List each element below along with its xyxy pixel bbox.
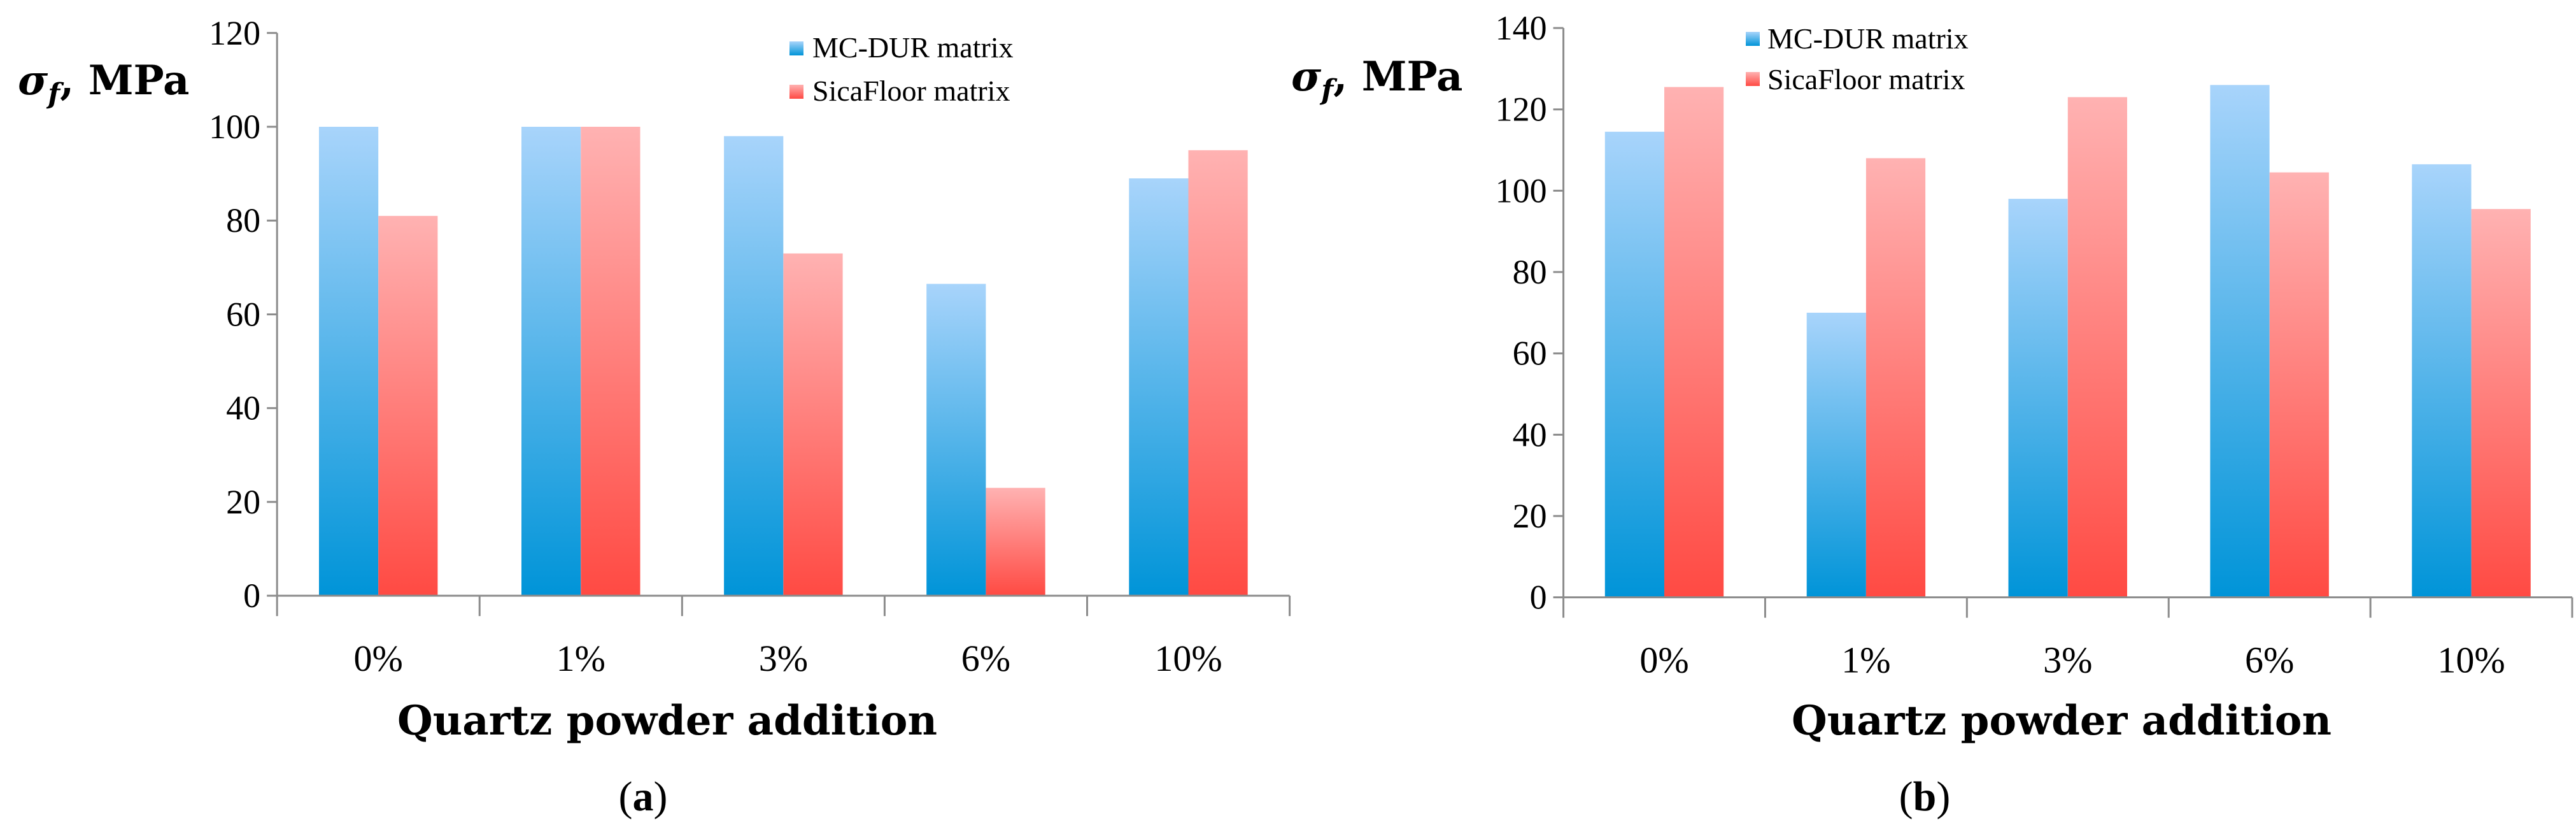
panel-a-bar-sicafloor-0pct [378,215,438,596]
panel-b-bar-sicafloor-0pct [1664,87,1724,598]
panel-a-xticks: 0% 1% 3% 6% 10% [354,638,1222,679]
panel-a-ytick-label-60: 60 [226,295,260,333]
panel-a-ytick-label-80: 80 [226,201,260,240]
panel-b-ytick-label-60: 60 [1513,334,1547,373]
panel-b-xtick-label-0pct: 0% [1639,640,1688,681]
panel-b-label: (b) [1899,773,1951,820]
panel-a-legend-swatch-mc-dur [789,41,803,55]
panel-b-bar-mc-dur-0pct [1604,131,1664,598]
panel-a-bar-mc-dur-0pct [319,127,379,596]
panel-b-ytick-label-120: 120 [1496,90,1547,129]
panel-b-legend: MC-DUR matrix SicaFloor matrix [1746,22,1969,96]
panel-b-ytick-label-20: 20 [1513,497,1547,535]
panel-b-bars [1604,85,2531,598]
panel-a-legend-label-mc-dur: MC-DUR matrix [812,31,1014,64]
panel-b-ytick-label-40: 40 [1513,415,1547,454]
panel-a-y-axis-label: σf, MPa [18,57,189,110]
panel-b-bar-sicafloor-6pct [2269,172,2329,598]
panel-a-bar-mc-dur-1pct [521,127,581,596]
panel-a-bar-mc-dur-3pct [724,136,784,596]
panel-b-xtick-label-1pct: 1% [1841,640,1890,681]
panel-b-axes [1553,27,2573,618]
panel-b-legend-swatch-sicafloor [1746,72,1760,86]
panel-b-ytick-label-80: 80 [1513,253,1547,291]
panel-b-bar-sicafloor-1pct [1865,158,1926,598]
panel-b-legend-label-mc-dur: MC-DUR matrix [1767,22,1969,55]
panel-b-bar-mc-dur-10pct [2412,164,2472,598]
panel-a-bar-sicafloor-3pct [783,253,843,596]
panel-b-ylabel-unit: , MPa [1333,53,1462,101]
panel-a-label: (a) [619,773,668,820]
panel-b-legend-swatch-mc-dur [1746,32,1760,46]
panel-b-label-letter: b [1913,773,1937,820]
panel-b-bar-sicafloor-3pct [2067,97,2127,598]
panel-b-yticks: 0 20 40 60 80 100 120 140 [1496,9,1547,617]
panel-a-xtick-label-1pct: 1% [556,638,605,679]
panel-b-legend-label-sicafloor: SicaFloor matrix [1767,63,1965,96]
panel-a-ytick-label-20: 20 [226,483,260,521]
panel-a-ylabel-unit: , MPa [60,57,189,104]
panel-a-bar-sicafloor-6pct [986,487,1045,596]
panel-a-bars [319,127,1248,596]
panel-a-yticks: 0 20 40 60 80 100 120 [209,14,260,615]
panel-b-xtick-label-3pct: 3% [2043,640,2092,681]
panel-a-bar-sicafloor-10pct [1188,150,1248,596]
panel-a-xtick-label-6pct: 6% [961,638,1010,679]
panel-b-bar-sicafloor-10pct [2471,209,2531,598]
panel-a-axes [267,32,1291,617]
panel-a-xtick-label-0pct: 0% [354,638,403,679]
panel-b-bar-mc-dur-6pct [2210,85,2270,598]
panel-b-bar-mc-dur-1pct [1806,312,1866,598]
panel-b-ytick-label-140: 140 [1496,9,1547,47]
panel-b-xtick-label-10pct: 10% [2437,640,2505,681]
panel-b-bar-mc-dur-3pct [2008,199,2068,598]
panel-a-xtick-label-10pct: 10% [1154,638,1222,679]
panel-a-ytick-label-0: 0 [243,577,260,615]
panel-a-ytick-label-100: 100 [209,108,260,146]
panel-a-legend: MC-DUR matrix SicaFloor matrix [789,31,1014,107]
panel-a-legend-swatch-sicafloor [789,85,803,99]
panel-a-x-axis-label: Quartz powder addition [397,697,937,745]
panel-a-label-letter: a [633,773,654,820]
panel-a-ytick-label-120: 120 [209,14,260,52]
panel-a-bar-mc-dur-10pct [1129,178,1189,596]
panel-a-ytick-label-40: 40 [226,389,260,427]
panel-b-ytick-label-100: 100 [1496,171,1547,210]
panel-a-xtick-label-3pct: 3% [759,638,808,679]
panel-a-ylabel-symbol: σ [18,57,48,104]
panel-b-y-axis-label: σf, MPa [1291,53,1462,106]
panel-a-bar-mc-dur-6pct [926,283,986,596]
panel-b-ytick-label-0: 0 [1530,578,1547,617]
panel-a-legend-label-sicafloor: SicaFloor matrix [812,75,1010,107]
panel-a-chart: 0 20 40 60 80 100 120 0% 1% 3% 6% 10% σf, MPa Quar… [18,14,1291,820]
panel-b-chart: 0 20 40 60 80 100 120 140 0% 1% 3% 6% 10% σf, MPa Q… [1291,9,2573,820]
panel-b-xticks: 0% 1% 3% 6% 10% [1639,640,2505,681]
panel-b-xtick-label-6pct: 6% [2245,640,2294,681]
panel-b-x-axis-label: Quartz powder addition [1792,697,2332,745]
panel-b-ylabel-symbol: σ [1291,53,1322,101]
panel-a-bar-sicafloor-1pct [581,127,640,596]
